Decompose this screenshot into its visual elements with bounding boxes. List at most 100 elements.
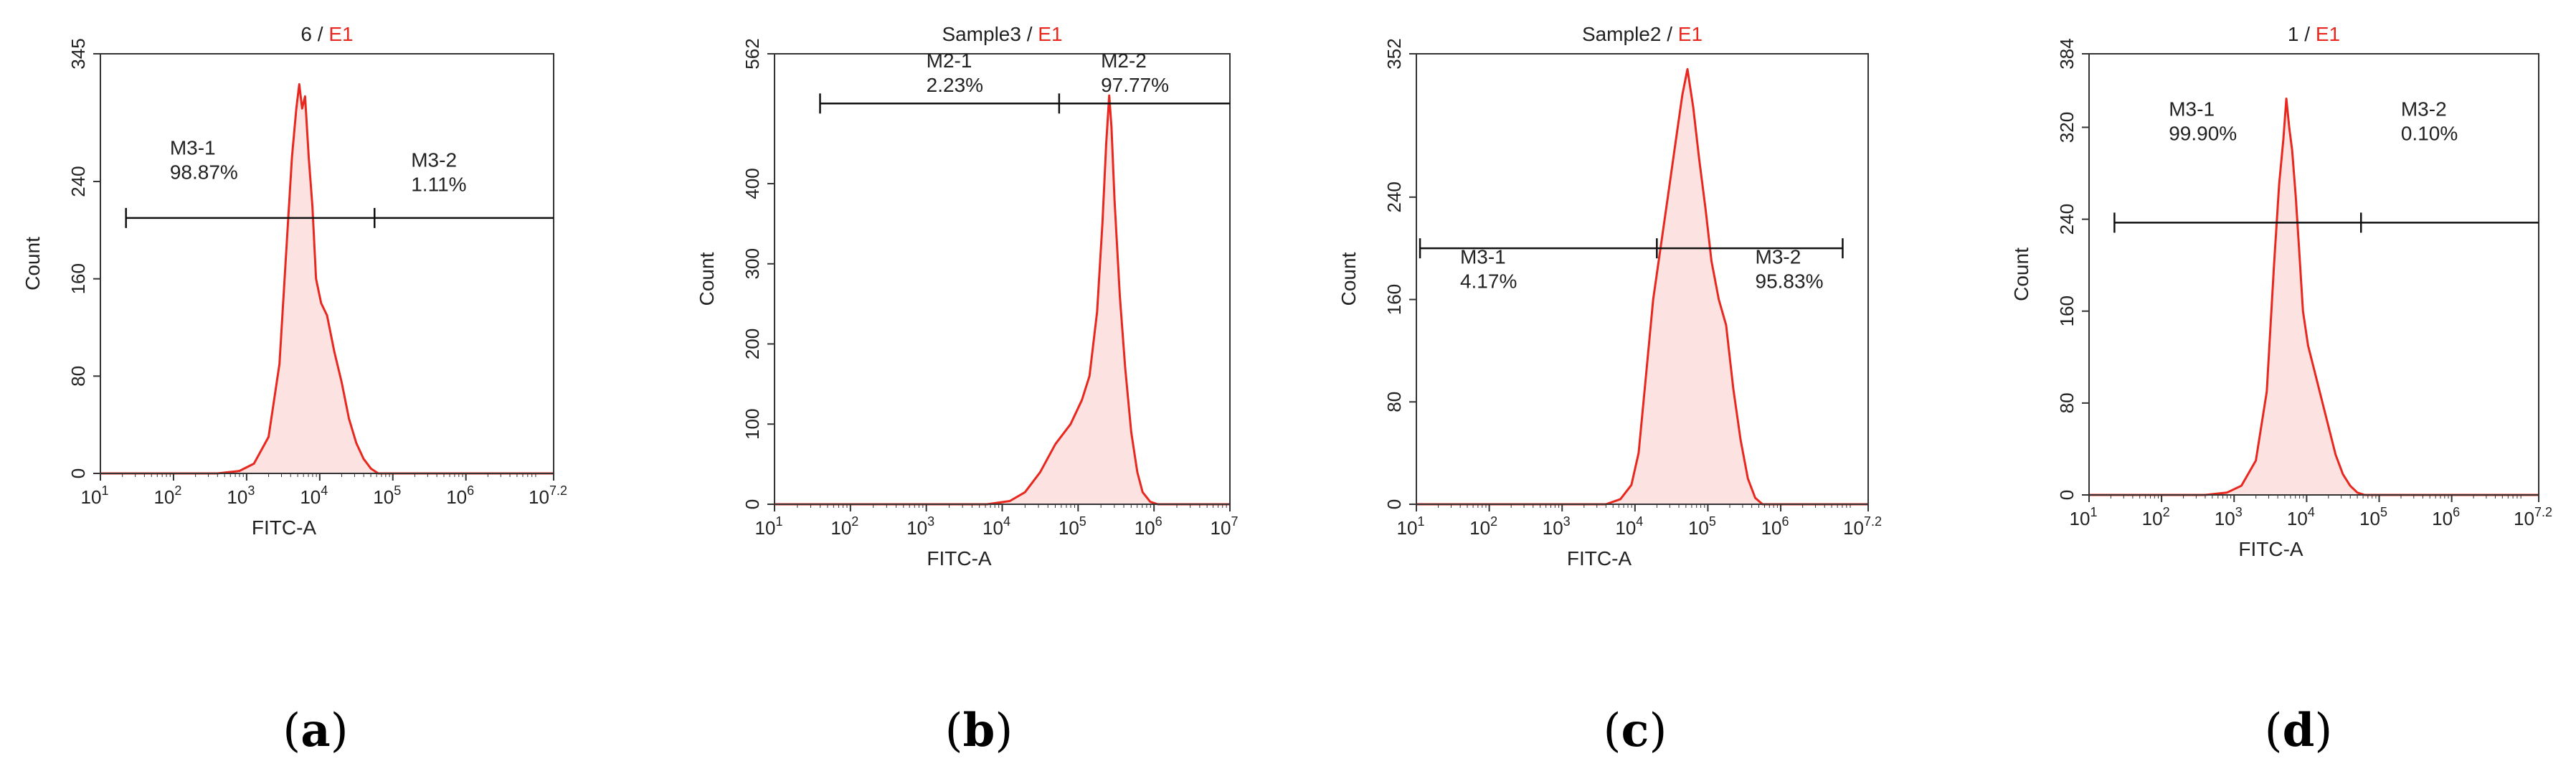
subfigure-paren-open: ( <box>2265 704 2283 757</box>
subfigure-paren-open: ( <box>945 704 963 757</box>
x-tick-label: 105 <box>1688 514 1716 539</box>
x-tick-base: 10 <box>2142 508 2163 529</box>
x-tick-label: 102 <box>2142 505 2170 529</box>
x-tick-exponent: 5 <box>2380 505 2387 519</box>
x-tick-base: 10 <box>1059 517 1079 539</box>
x-tick-base: 10 <box>1615 517 1636 539</box>
x-tick-exponent: 4 <box>1636 514 1643 529</box>
histogram-trace <box>2089 98 2539 496</box>
y-tick-label: 352 <box>1383 38 1405 69</box>
subfigure-paren-close: ) <box>331 704 349 757</box>
plot-frame <box>2088 53 2539 496</box>
marker-label: M3-2 <box>1756 246 1801 268</box>
y-tick-label: 384 <box>2056 38 2078 69</box>
x-tick-base: 10 <box>1688 517 1709 539</box>
x-tick-exponent: 7.2 <box>2534 505 2552 519</box>
x-tick-base: 10 <box>2070 508 2090 529</box>
x-tick-label: 107.2 <box>2514 505 2552 529</box>
x-tick-label: 105 <box>373 483 401 508</box>
x-tick-label: 101 <box>1397 514 1425 539</box>
subfigure-label: (d) <box>2265 704 2333 757</box>
marker-percent: 0.10% <box>2401 122 2458 144</box>
x-tick-base: 10 <box>446 486 467 508</box>
x-tick-base: 10 <box>1211 517 1231 539</box>
x-tick-exponent: 4 <box>321 483 328 498</box>
marker-percent: 98.87% <box>170 161 238 184</box>
x-axis-label: FITC-A <box>1567 547 1632 570</box>
chart-title: Sample3 / E1 <box>942 23 1062 45</box>
x-tick-base: 10 <box>1843 517 1864 539</box>
x-tick-label: 101 <box>755 514 783 539</box>
y-axis-label: Count <box>1337 252 1360 306</box>
x-tick-base: 10 <box>2287 508 2308 529</box>
x-tick-label: 106 <box>1761 514 1789 539</box>
y-tick-label: 0 <box>742 499 763 509</box>
x-tick-base: 10 <box>227 486 247 508</box>
x-tick-exponent: 4 <box>1003 514 1010 529</box>
plot-frame <box>1416 53 1869 505</box>
x-tick-label: 103 <box>1543 514 1571 539</box>
subfigure-paren-open: ( <box>1604 704 1621 757</box>
y-tick-label: 80 <box>67 366 89 387</box>
x-tick-exponent: 5 <box>1709 514 1716 529</box>
marker-percent: 99.90% <box>2169 122 2237 144</box>
x-tick-base: 10 <box>529 486 549 508</box>
marker-label: M3-2 <box>411 149 457 171</box>
x-tick-exponent: 2 <box>851 514 858 529</box>
x-tick-exponent: 7.2 <box>549 483 567 498</box>
title-gate: E1 <box>1038 23 1062 45</box>
x-tick-label: 103 <box>227 483 255 508</box>
chart-title: Sample2 / E1 <box>1582 23 1703 45</box>
plot-frame <box>774 53 1231 505</box>
x-tick-label: 106 <box>2432 505 2460 529</box>
x-tick-exponent: 1 <box>101 483 108 498</box>
x-tick-base: 10 <box>982 517 1003 539</box>
y-axis-label: Count <box>2010 247 2032 301</box>
x-tick-exponent: 7.2 <box>1864 514 1882 529</box>
title-sample: Sample2 / <box>1582 23 1678 45</box>
x-tick-exponent: 2 <box>174 483 181 498</box>
x-tick-label: 107.2 <box>529 483 567 508</box>
x-tick-label: 106 <box>446 483 474 508</box>
subfigure-label: (b) <box>945 704 1013 757</box>
y-tick-label: 160 <box>1383 284 1405 315</box>
x-tick-exponent: 4 <box>2308 505 2315 519</box>
title-sample: Sample3 / <box>942 23 1038 45</box>
subfigure-label: (c) <box>1604 704 1667 757</box>
chart-title: 1 / E1 <box>2288 23 2340 45</box>
marker-label: M3-2 <box>2401 98 2447 120</box>
x-tick-base: 10 <box>1135 517 1155 539</box>
title-sample: 1 / <box>2288 23 2316 45</box>
y-tick-label: 0 <box>67 468 89 478</box>
x-tick-label: 104 <box>300 483 328 508</box>
subfigure-letter: a <box>300 704 330 757</box>
x-tick-exponent: 3 <box>2235 505 2243 519</box>
x-tick-label: 102 <box>153 483 181 508</box>
x-tick-base: 10 <box>153 486 174 508</box>
chart-title: 6 / E1 <box>300 23 353 45</box>
marker-percent: 4.17% <box>1460 270 1517 293</box>
x-tick-label: 105 <box>1059 514 1086 539</box>
x-tick-base: 10 <box>2432 508 2453 529</box>
x-tick-base: 10 <box>906 517 927 539</box>
plot-frame <box>100 53 554 474</box>
x-tick-base: 10 <box>373 486 394 508</box>
x-tick-exponent: 7 <box>1231 514 1238 529</box>
x-tick-exponent: 1 <box>1417 514 1424 529</box>
marker-label: M3-1 <box>2169 98 2215 120</box>
x-tick-base: 10 <box>1761 517 1782 539</box>
x-tick-label: 101 <box>81 483 109 508</box>
y-tick-label: 0 <box>2056 490 2078 500</box>
marker-label: M2-2 <box>1101 49 1147 72</box>
y-tick-label: 160 <box>67 263 89 294</box>
subfigure-letter: d <box>2283 704 2315 757</box>
y-tick-label: 160 <box>2056 296 2078 326</box>
subfigure-paren-close: ) <box>2314 704 2332 757</box>
x-tick-exponent: 3 <box>247 483 255 498</box>
title-gate: E1 <box>2316 23 2340 45</box>
y-tick-label: 100 <box>742 409 763 440</box>
x-tick-exponent: 1 <box>775 514 782 529</box>
